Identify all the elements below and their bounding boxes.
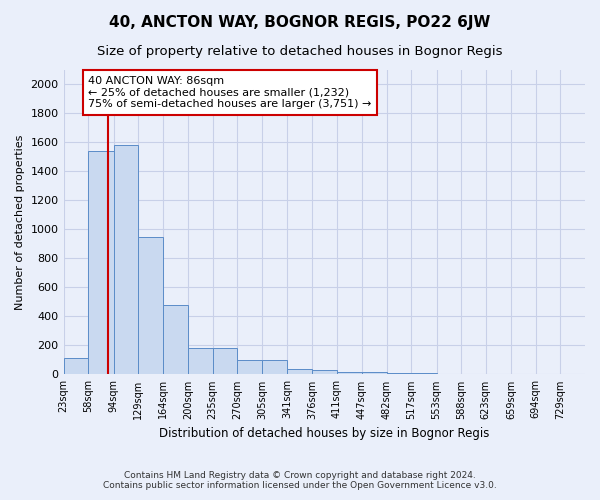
Bar bbox=[64, 358, 88, 374]
Bar bbox=[386, 373, 411, 374]
X-axis label: Distribution of detached houses by size in Bognor Regis: Distribution of detached houses by size … bbox=[159, 427, 490, 440]
Bar bbox=[113, 146, 138, 374]
Bar bbox=[188, 348, 213, 374]
Bar bbox=[163, 305, 188, 374]
Text: 40 ANCTON WAY: 86sqm
← 25% of detached houses are smaller (1,232)
75% of semi-de: 40 ANCTON WAY: 86sqm ← 25% of detached h… bbox=[88, 76, 371, 109]
Text: Contains HM Land Registry data © Crown copyright and database right 2024.
Contai: Contains HM Land Registry data © Crown c… bbox=[103, 470, 497, 490]
Bar bbox=[88, 151, 113, 374]
Bar bbox=[312, 370, 337, 374]
Bar bbox=[238, 360, 262, 374]
Bar bbox=[287, 368, 312, 374]
Y-axis label: Number of detached properties: Number of detached properties bbox=[15, 134, 25, 310]
Bar bbox=[213, 348, 238, 374]
Bar bbox=[138, 236, 163, 374]
Text: Size of property relative to detached houses in Bognor Regis: Size of property relative to detached ho… bbox=[97, 45, 503, 58]
Text: 40, ANCTON WAY, BOGNOR REGIS, PO22 6JW: 40, ANCTON WAY, BOGNOR REGIS, PO22 6JW bbox=[109, 15, 491, 30]
Bar bbox=[262, 360, 287, 374]
Bar bbox=[362, 372, 386, 374]
Bar bbox=[337, 372, 362, 374]
